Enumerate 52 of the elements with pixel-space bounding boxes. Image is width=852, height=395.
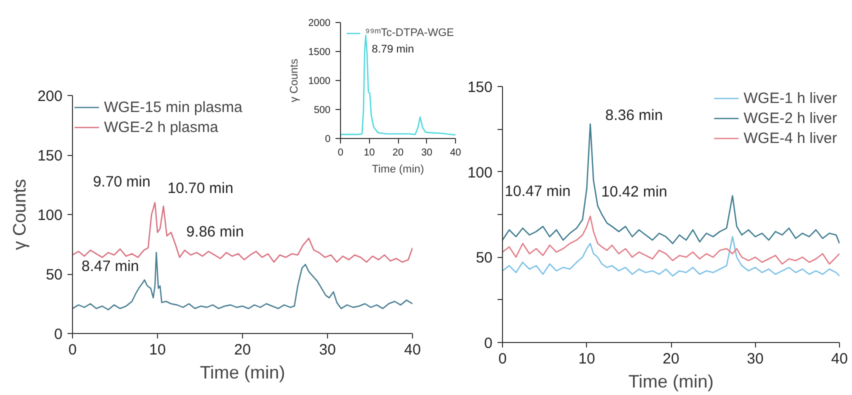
x-tick-label: 40	[831, 350, 848, 368]
x-tick-label: 0	[498, 350, 507, 368]
y-tick-label: 100	[37, 207, 63, 224]
line-series	[72, 252, 412, 310]
line-series	[502, 123, 840, 244]
x-tick-label: 30	[319, 342, 336, 358]
y-tick-label: 100	[467, 164, 493, 182]
x-tick-label: 40	[450, 148, 462, 158]
annotation: 9.86 min	[186, 224, 244, 241]
annotation: 8.36 min	[605, 107, 663, 124]
legend-label: WGE-2 h plasma	[104, 118, 218, 136]
x-axis-title: Time (min)	[372, 164, 424, 176]
y-tick-label: 50	[46, 266, 63, 284]
legend-label: WGE-4 h liver	[744, 130, 837, 146]
x-tick-label: 0	[68, 342, 77, 358]
legend-label: WGE-1 h liver	[744, 90, 837, 106]
y-tick-label: 1500	[308, 47, 331, 58]
line-series	[502, 216, 840, 265]
annotation: 9.70 min	[92, 174, 150, 191]
y-tick-label: 0	[324, 134, 331, 145]
annotation: 8.79 min	[372, 43, 414, 56]
y-tick-label: 150	[467, 79, 493, 96]
legend-label: WGE-15 min plasma	[104, 98, 242, 116]
x-tick-label: 10	[578, 350, 596, 368]
legend-label: ⁹⁹ᵐTc-DTPA-WGE	[365, 26, 454, 40]
annotation: 10.42 min	[601, 184, 668, 201]
x-tick-label: 0	[338, 148, 344, 158]
x-tick-label: 20	[234, 342, 251, 358]
annotation: 8.47 min	[81, 258, 140, 275]
x-axis-title: Time (min)	[628, 372, 714, 392]
y-tick-label: 0	[54, 326, 62, 343]
y-tick-label: 2000	[308, 18, 331, 29]
annotation: 10.70 min	[167, 180, 234, 198]
y-tick-label: 200	[37, 88, 63, 105]
x-tick-label: 10	[364, 148, 376, 158]
x-axis-title: Time (min)	[200, 362, 286, 382]
legend-label: WGE-2 h liver	[744, 110, 837, 126]
annotation: 10.47 min	[504, 183, 571, 200]
x-tick-label: 30	[421, 148, 433, 158]
x-tick-label: 10	[149, 342, 166, 358]
y-tick-label: 50	[476, 250, 493, 267]
line-series	[340, 34, 456, 136]
line-series	[502, 236, 840, 277]
x-tick-label: 20	[662, 350, 680, 368]
y-tick-label: 500	[314, 105, 331, 116]
x-tick-label: 20	[392, 148, 404, 158]
x-tick-label: 40	[404, 342, 421, 358]
y-axis-title: γ Counts	[9, 178, 30, 250]
y-tick-label: 1000	[308, 76, 331, 87]
x-tick-label: 30	[746, 350, 764, 368]
y-tick-label: 150	[37, 148, 63, 164]
y-axis-title: γ Counts	[288, 58, 300, 102]
